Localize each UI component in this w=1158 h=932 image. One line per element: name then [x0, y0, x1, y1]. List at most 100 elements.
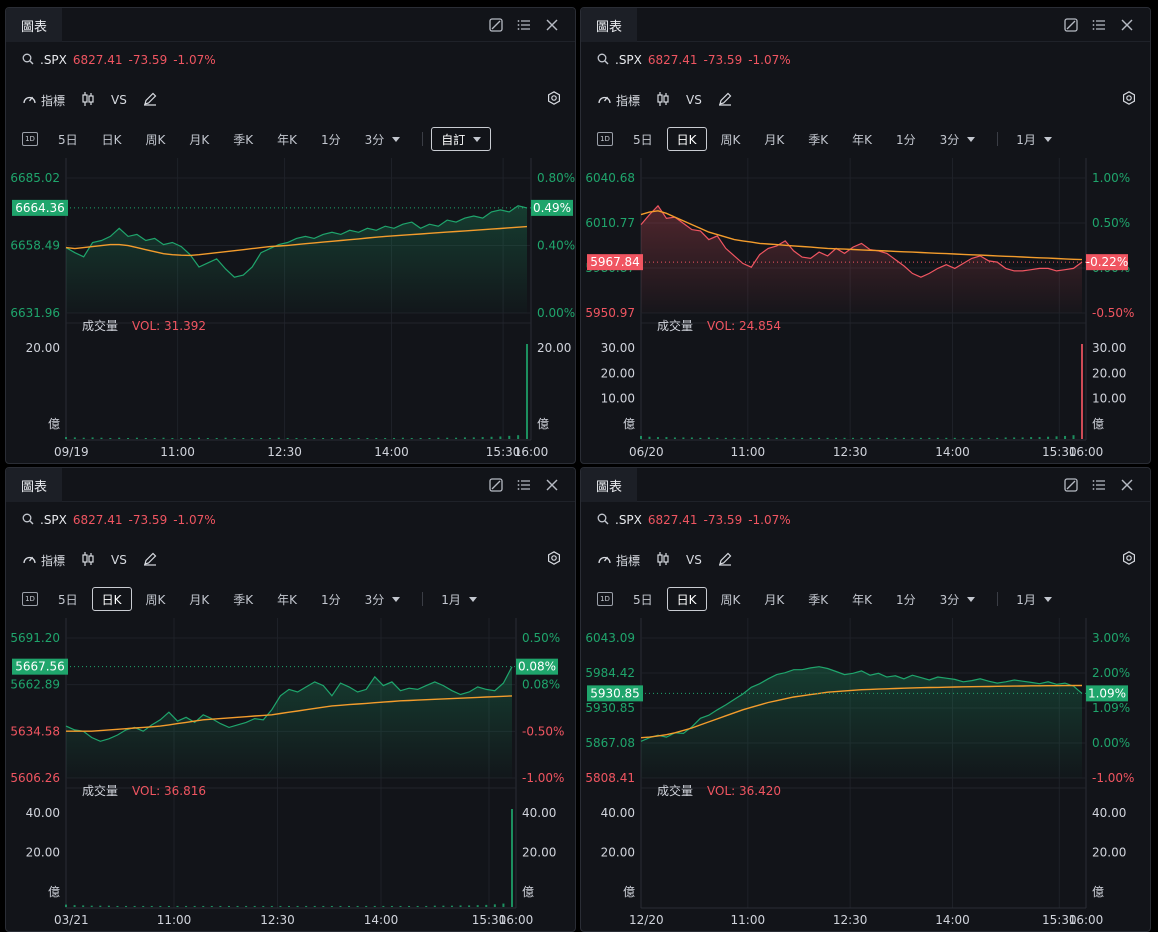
compare-vs-label: VS [686, 93, 702, 107]
period-option[interactable]: 1分 [321, 132, 341, 147]
period-option[interactable]: 月K [764, 592, 785, 607]
candlestick-button[interactable] [656, 551, 670, 570]
maximize-icon[interactable] [1062, 16, 1080, 34]
search-icon[interactable] [22, 53, 34, 68]
indicators-button[interactable]: 指標 [597, 552, 640, 569]
period-option[interactable]: 5日 [633, 592, 653, 607]
list-menu-icon[interactable] [515, 476, 533, 494]
quote-line[interactable]: .SPX 6827.41 -73.59 -1.07% [22, 51, 216, 69]
period-option[interactable]: 3分 [355, 127, 411, 151]
indicators-button[interactable]: 指標 [597, 92, 640, 109]
draw-tool-button[interactable] [718, 92, 732, 109]
one-day-icon[interactable]: 1D [22, 592, 38, 606]
period-option[interactable]: 月K [764, 132, 785, 147]
draw-tool-button[interactable] [143, 552, 157, 569]
period-option[interactable]: 1分 [896, 592, 916, 607]
period-option[interactable]: 年K [852, 132, 873, 147]
maximize-icon[interactable] [487, 476, 505, 494]
period-option[interactable]: 日K [91, 587, 132, 611]
price-chart[interactable]: 6043.09 5984.42 5930.85 5867.08 5808.41 3.00%… [581, 618, 1151, 932]
percent-tick-label: 3.00% [1092, 631, 1130, 645]
candlestick-icon [81, 551, 95, 570]
period-option[interactable]: 年K [277, 592, 298, 607]
window-controls [1062, 476, 1136, 494]
list-menu-icon[interactable] [515, 16, 533, 34]
price-tick-label: 5808.41 [585, 771, 635, 785]
close-icon[interactable] [1118, 476, 1136, 494]
draw-tool-button[interactable] [143, 92, 157, 109]
period-option[interactable]: 季K [808, 592, 829, 607]
price-chart[interactable]: 6040.686010.775980.875950.971.00%0.50%0.… [581, 158, 1151, 464]
volume-bar [313, 905, 316, 907]
period-option[interactable]: 周K [720, 592, 741, 607]
period-option[interactable]: 3分 [930, 127, 986, 151]
settings-button[interactable] [1122, 91, 1136, 108]
period-option[interactable]: 1分 [321, 592, 341, 607]
range-dropdown[interactable]: 1月 [431, 587, 487, 611]
indicators-button[interactable]: 指標 [22, 552, 65, 569]
close-icon[interactable] [543, 16, 561, 34]
volume-bar [375, 438, 378, 439]
period-option[interactable]: 月K [189, 132, 210, 147]
period-option[interactable]: 5日 [633, 132, 653, 147]
candlestick-button[interactable] [81, 91, 95, 110]
panel-tab-title[interactable]: 圖表 [6, 8, 62, 42]
period-option[interactable]: 5日 [58, 132, 78, 147]
quote-line[interactable]: .SPX 6827.41 -73.59 -1.07% [22, 511, 216, 529]
period-option[interactable]: 1分 [896, 132, 916, 147]
list-menu-icon[interactable] [1090, 476, 1108, 494]
period-option[interactable]: 3分 [930, 587, 986, 611]
candlestick-button[interactable] [81, 551, 95, 570]
search-icon[interactable] [597, 513, 609, 528]
quote-line[interactable]: .SPX 6827.41 -73.59 -1.07% [597, 51, 791, 69]
search-icon[interactable] [22, 513, 34, 528]
range-dropdown[interactable]: 自訂 [431, 127, 492, 151]
range-dropdown[interactable]: 1月 [1006, 127, 1062, 151]
period-option[interactable]: 季K [808, 132, 829, 147]
period-option[interactable]: 日K [666, 587, 707, 611]
one-day-icon[interactable]: 1D [597, 592, 613, 606]
maximize-icon[interactable] [1062, 476, 1080, 494]
panel-tab-title[interactable]: 圖表 [6, 468, 62, 502]
draw-tool-button[interactable] [718, 552, 732, 569]
close-icon[interactable] [1118, 16, 1136, 34]
volume-bar [442, 905, 445, 907]
panel-tab-title[interactable]: 圖表 [581, 8, 637, 42]
period-option[interactable]: 周K [145, 592, 166, 607]
period-option[interactable]: 周K [145, 132, 166, 147]
compare-vs-button[interactable]: VS [111, 93, 127, 107]
close-icon[interactable] [543, 476, 561, 494]
pencil-icon [718, 92, 732, 109]
search-icon[interactable] [597, 53, 609, 68]
compare-vs-button[interactable]: VS [111, 553, 127, 567]
price-chart[interactable]: 6685.02 6658.49 6631.96 0.80% 0.40% 0.00% 6664… [6, 158, 576, 464]
compare-vs-button[interactable]: VS [686, 553, 702, 567]
period-option[interactable]: 日K [666, 127, 707, 151]
settings-button[interactable] [547, 91, 561, 108]
one-day-icon[interactable]: 1D [22, 132, 38, 146]
quote-line[interactable]: .SPX 6827.41 -73.59 -1.07% [597, 511, 791, 529]
indicators-button[interactable]: 指標 [22, 92, 65, 109]
one-day-icon[interactable]: 1D [597, 132, 613, 146]
range-dropdown[interactable]: 1月 [1006, 587, 1062, 611]
volume-bar [481, 437, 484, 439]
period-option[interactable]: 年K [852, 592, 873, 607]
panel-tab-title[interactable]: 圖表 [581, 468, 637, 502]
settings-button[interactable] [547, 551, 561, 568]
settings-button[interactable] [1122, 551, 1136, 568]
period-option[interactable]: 季K [233, 132, 254, 147]
volume-bar [493, 904, 496, 907]
list-menu-icon[interactable] [1090, 16, 1108, 34]
period-option[interactable]: 3分 [355, 587, 411, 611]
candlestick-button[interactable] [656, 91, 670, 110]
period-option[interactable]: 周K [720, 132, 741, 147]
price-chart[interactable]: 5691.20 5662.89 5634.58 5606.26 0.50% 0.08% -0… [6, 618, 576, 932]
period-option[interactable]: 日K [101, 132, 122, 147]
period-option[interactable]: 5日 [58, 592, 78, 607]
maximize-icon[interactable] [487, 16, 505, 34]
period-option[interactable]: 年K [277, 132, 298, 147]
compare-vs-button[interactable]: VS [686, 93, 702, 107]
period-option[interactable]: 季K [233, 592, 254, 607]
volume-bar [962, 437, 965, 439]
period-option[interactable]: 月K [189, 592, 210, 607]
